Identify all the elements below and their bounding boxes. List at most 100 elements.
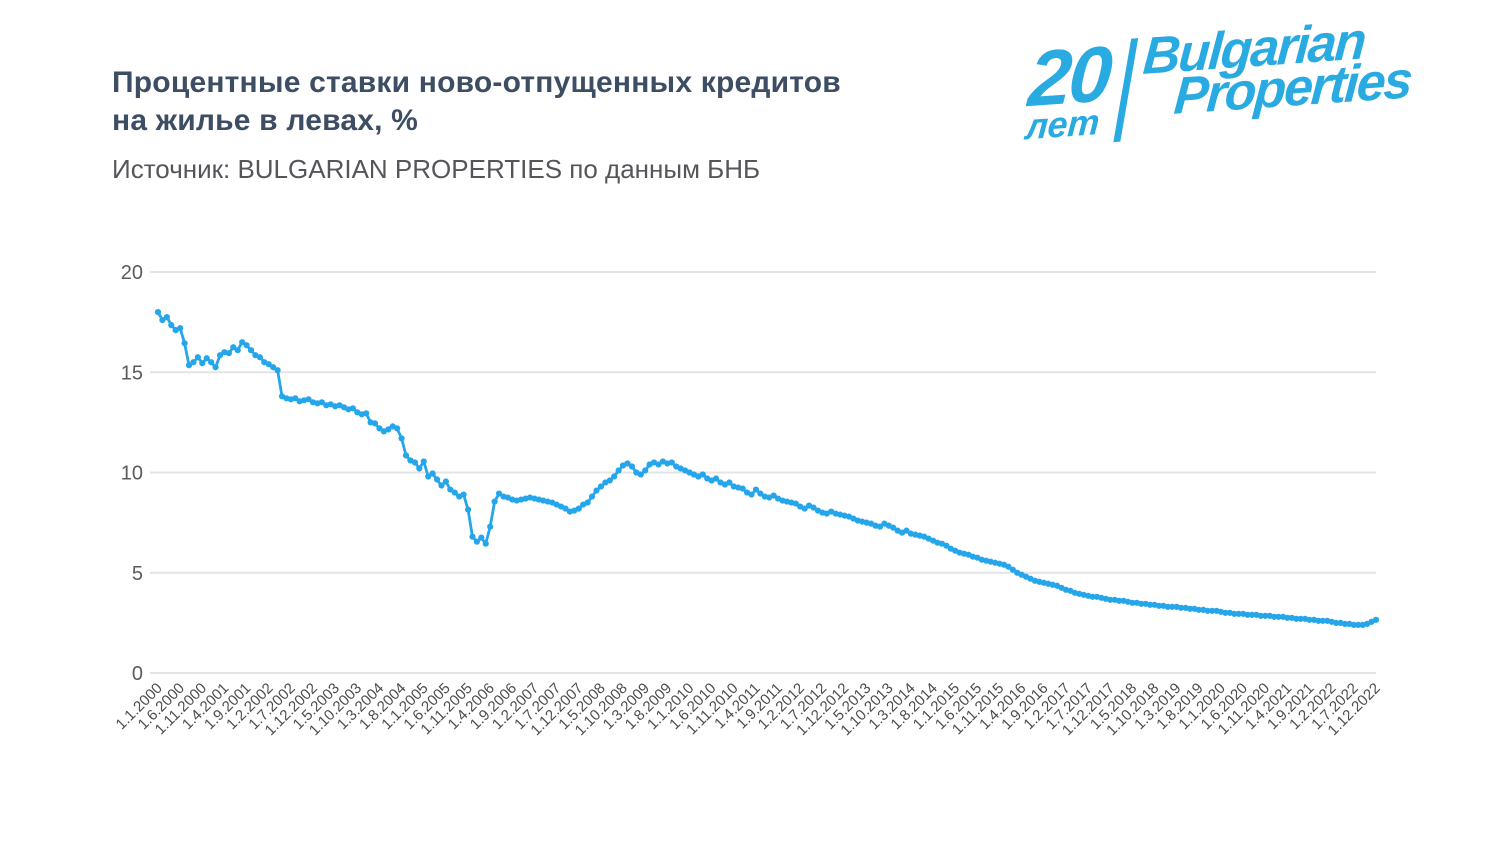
data-point-marker — [247, 347, 255, 354]
data-point-marker — [668, 459, 675, 466]
data-point-marker — [349, 405, 356, 412]
data-point-marker — [575, 505, 582, 512]
data-point-marker — [1262, 612, 1269, 619]
rate-series-line — [156, 310, 1378, 627]
data-point-marker — [429, 470, 436, 477]
data-point-marker — [305, 396, 312, 403]
data-point-marker — [190, 359, 197, 366]
data-point-marker — [394, 425, 401, 432]
data-point-marker — [597, 483, 605, 490]
data-point-marker — [469, 533, 476, 540]
data-point-marker — [1186, 605, 1194, 612]
data-point-marker — [433, 476, 441, 483]
data-point-marker — [460, 491, 467, 498]
data-point-marker — [1257, 612, 1264, 619]
data-point-marker — [584, 499, 591, 506]
data-point-marker — [1107, 596, 1114, 603]
data-point-marker — [770, 492, 777, 499]
data-point-marker — [203, 355, 210, 362]
y-gridlines — [150, 271, 1376, 674]
data-point-marker — [1195, 606, 1202, 613]
data-point-marker — [748, 491, 755, 498]
data-point-marker — [447, 486, 454, 493]
data-point-marker — [615, 467, 622, 474]
data-point-marker — [1297, 615, 1304, 622]
data-point-marker — [1284, 614, 1291, 621]
y-tick-label: 10 — [121, 463, 143, 485]
data-point-marker — [1350, 621, 1357, 628]
data-point-marker — [726, 479, 733, 486]
data-point-marker — [1319, 617, 1326, 624]
data-point-marker — [1089, 593, 1096, 600]
page-title-line2: на жилье в левах, % — [112, 104, 419, 137]
data-point-marker — [1235, 610, 1242, 617]
data-point-marker — [371, 420, 379, 427]
data-point-marker — [1293, 615, 1300, 622]
data-point-marker — [159, 317, 166, 324]
data-point-marker — [482, 540, 489, 547]
data-point-marker — [225, 350, 232, 357]
data-point-marker — [1248, 611, 1256, 618]
page-title: Процентные ставки ново-отпущенных кредит… — [112, 64, 841, 140]
data-point-marker — [194, 354, 201, 361]
data-point-marker — [1275, 613, 1282, 620]
data-point-marker — [655, 461, 662, 468]
data-point-marker — [1231, 610, 1238, 617]
data-point-marker — [757, 490, 764, 497]
data-point-marker — [292, 395, 299, 402]
data-point-marker — [376, 425, 383, 432]
data-point-marker — [438, 482, 445, 489]
data-point-marker — [163, 314, 170, 321]
data-point-marker — [1333, 619, 1340, 626]
data-point-marker — [1178, 604, 1185, 611]
data-point-marker — [243, 342, 250, 349]
data-point-marker — [411, 459, 418, 466]
data-point-marker — [1244, 611, 1251, 618]
data-point-marker — [588, 493, 596, 500]
data-point-marker — [562, 505, 569, 512]
data-point-marker — [177, 325, 184, 332]
data-point-marker — [606, 477, 613, 484]
data-point-marker — [890, 524, 897, 531]
data-point-marker — [464, 506, 472, 513]
data-point-marker — [473, 538, 480, 545]
data-point-marker — [234, 347, 241, 354]
source-caption: Источник: BULGARIAN PROPERTIES по данным… — [112, 154, 761, 184]
data-point-marker — [1147, 601, 1154, 608]
data-point-marker — [239, 339, 246, 346]
data-point-marker — [611, 473, 618, 480]
rate-series-markers — [154, 309, 1380, 628]
data-point-marker — [943, 542, 950, 549]
data-point-marker — [1341, 620, 1349, 627]
data-point-marker — [478, 534, 485, 541]
data-point-marker — [1372, 616, 1380, 623]
data-point-marker — [903, 527, 910, 534]
data-point-marker — [624, 460, 631, 467]
data-point-marker — [628, 463, 636, 470]
data-point-marker — [752, 486, 760, 493]
data-point-marker — [487, 523, 494, 530]
data-point-marker — [168, 322, 175, 329]
data-point-marker — [1155, 602, 1163, 609]
data-point-marker — [1005, 563, 1012, 570]
data-point-marker — [1204, 607, 1211, 614]
data-point-marker — [199, 360, 206, 367]
data-point-marker — [1009, 566, 1016, 573]
data-point-marker — [451, 489, 458, 496]
data-point-marker — [1138, 600, 1145, 607]
data-point-marker — [1169, 603, 1176, 610]
data-point-marker — [1164, 603, 1171, 610]
data-point-marker — [876, 523, 884, 530]
data-point-marker — [265, 361, 272, 368]
data-point-marker — [491, 498, 498, 505]
x-axis-labels: 1.1.20001.6.20001.11.20001.4.20011.9.200… — [113, 680, 1384, 739]
data-point-marker — [416, 465, 423, 472]
data-point-marker — [801, 505, 808, 512]
data-point-marker — [216, 352, 224, 359]
data-point-marker — [181, 340, 188, 347]
y-tick-label: 20 — [121, 262, 143, 284]
data-point-marker — [739, 485, 746, 492]
data-point-marker — [385, 426, 392, 433]
